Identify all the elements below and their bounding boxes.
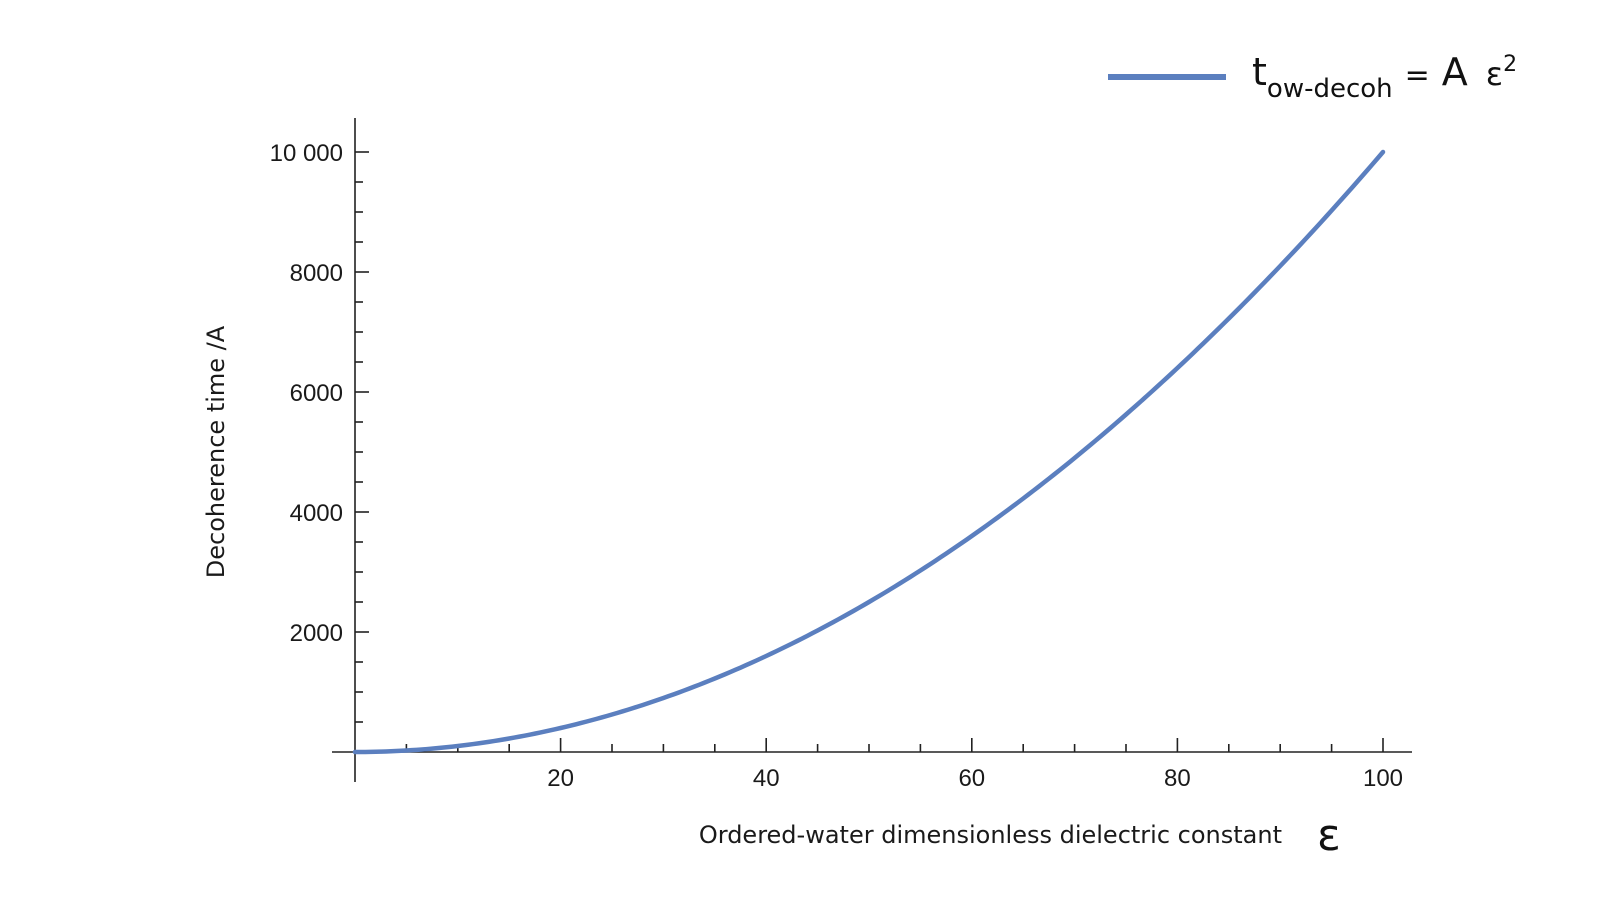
legend-epsilon: ε xyxy=(1486,55,1503,93)
y-tick-label: 10 000 xyxy=(270,140,343,167)
legend-superscript: 2 xyxy=(1503,52,1517,77)
x-axis-label: Ordered-water dimensionless dielectric c… xyxy=(699,821,1282,849)
x-tick-label: 20 xyxy=(547,765,574,792)
y-tick-label: 2000 xyxy=(290,620,343,647)
x-tick-label: 60 xyxy=(958,765,985,792)
x-tick-label: 100 xyxy=(1363,765,1403,792)
series-line-decoherence xyxy=(352,149,1386,755)
legend-subscript: ow-decoh xyxy=(1267,74,1393,104)
x-tick-label: 40 xyxy=(753,765,780,792)
tick-labels: 20 40 60 80 100 2000 4000 6000 8000 10 000 xyxy=(270,140,1403,792)
y-tick-label: 4000 xyxy=(290,500,343,527)
y-tick-label: 8000 xyxy=(290,260,343,287)
y-axis-label: Decoherence time /A xyxy=(202,325,230,578)
ticks xyxy=(355,151,1384,752)
legend-t: t xyxy=(1252,50,1267,94)
x-tick-label: 80 xyxy=(1164,765,1191,792)
legend-equals: = xyxy=(1405,58,1430,93)
y-tick-label: 6000 xyxy=(290,380,343,407)
x-axis-symbol-epsilon: ε xyxy=(1317,810,1341,861)
legend-A: A xyxy=(1442,50,1468,94)
